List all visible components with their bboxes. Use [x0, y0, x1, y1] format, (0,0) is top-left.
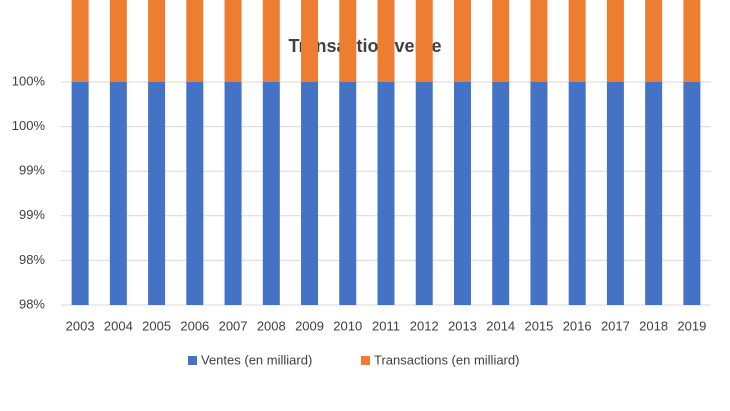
- bar-segment: [71, 82, 89, 305]
- bar-segment: [148, 82, 166, 305]
- bar-segment: [645, 0, 663, 82]
- bar-segment: [453, 0, 471, 82]
- bar-segment: [568, 82, 586, 305]
- legend-label: Transactions (en milliard): [374, 352, 519, 367]
- bar-segment: [262, 0, 280, 82]
- x-tick-label: 2014: [486, 318, 515, 333]
- bar-segment: [224, 82, 242, 305]
- bar-segment: [186, 0, 204, 82]
- bar-segment: [339, 0, 357, 82]
- x-tick-label: 2019: [677, 318, 706, 333]
- bar-segment: [415, 0, 433, 82]
- x-tick-label: 2005: [142, 318, 171, 333]
- legend-label: Ventes (en milliard): [201, 352, 312, 367]
- x-tick-label: 2011: [372, 318, 400, 333]
- x-tick-label: 2008: [257, 318, 286, 333]
- bar-segment: [606, 82, 624, 305]
- bar-segment: [492, 0, 510, 82]
- x-tick-label: 2007: [219, 318, 248, 333]
- bar-segment: [683, 82, 701, 305]
- legend-swatch: [361, 356, 370, 365]
- x-tick-label: 2015: [524, 318, 553, 333]
- x-tick-label: 2018: [639, 318, 668, 333]
- bar-segment: [301, 82, 319, 305]
- y-tick-label: 98%: [19, 252, 45, 267]
- bar-segment: [224, 0, 242, 82]
- x-tick-label: 2013: [448, 318, 477, 333]
- y-tick-label: 99%: [19, 207, 45, 222]
- chart-title: Transaction/vente: [288, 36, 441, 56]
- bar-segment: [530, 0, 548, 82]
- bar-segment: [148, 0, 166, 82]
- x-tick-label: 2003: [66, 318, 95, 333]
- bar-segment: [606, 0, 624, 82]
- bar-segment: [415, 82, 433, 305]
- bar-segment: [109, 82, 127, 305]
- x-tick-label: 2010: [333, 318, 362, 333]
- bar-segment: [645, 82, 663, 305]
- y-tick-label: 98%: [19, 296, 45, 311]
- y-tick-label: 100%: [12, 118, 46, 133]
- y-tick-label: 100%: [12, 73, 46, 88]
- y-tick-label: 99%: [19, 163, 45, 178]
- bar-segment: [377, 0, 395, 82]
- bar-segment: [530, 82, 548, 305]
- bar-segment: [71, 0, 89, 82]
- x-tick-label: 2012: [410, 318, 439, 333]
- bar-segment: [301, 0, 319, 82]
- legend-swatch: [188, 356, 197, 365]
- bar-segment: [186, 82, 204, 305]
- x-tick-label: 2009: [295, 318, 324, 333]
- bar-segment: [377, 82, 395, 305]
- bar-segment: [339, 82, 357, 305]
- bar-segment: [683, 0, 701, 82]
- x-tick-label: 2004: [104, 318, 133, 333]
- bar-segment: [492, 82, 510, 305]
- bar-segment: [568, 0, 586, 82]
- bar-segment: [262, 82, 280, 305]
- x-tick-label: 2016: [563, 318, 592, 333]
- bar-segment: [453, 82, 471, 305]
- x-tick-label: 2006: [180, 318, 209, 333]
- x-tick-label: 2017: [601, 318, 630, 333]
- bar-segment: [109, 0, 127, 82]
